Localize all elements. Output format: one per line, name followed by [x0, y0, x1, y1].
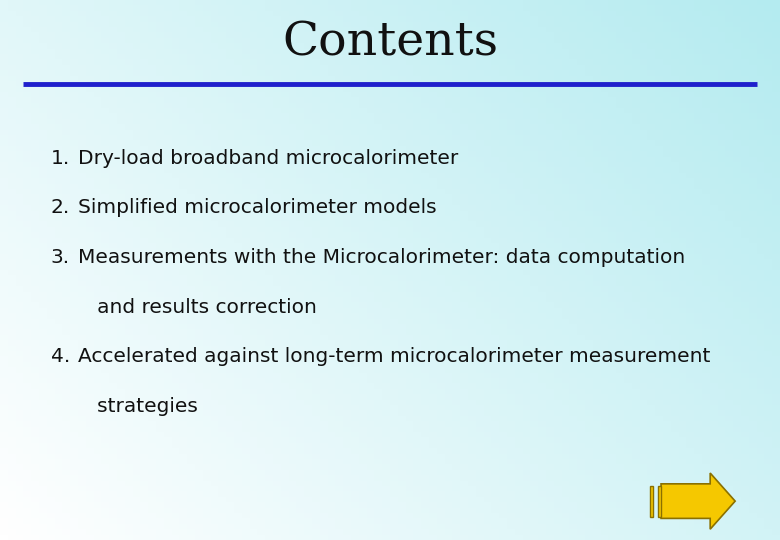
Text: Contents: Contents — [282, 21, 498, 66]
Bar — [651, 485, 654, 517]
Text: Simplified microcalorimeter models: Simplified microcalorimeter models — [78, 198, 437, 217]
Text: strategies: strategies — [78, 397, 198, 416]
Text: Accelerated against long-term microcalorimeter measurement: Accelerated against long-term microcalor… — [78, 347, 711, 366]
Text: Measurements with the Microcalorimeter: data computation: Measurements with the Microcalorimeter: … — [78, 248, 686, 267]
Text: Dry-load broadband microcalorimeter: Dry-load broadband microcalorimeter — [78, 148, 459, 167]
Text: 3.: 3. — [51, 248, 70, 267]
Text: and results correction: and results correction — [78, 298, 317, 316]
Text: 4.: 4. — [51, 347, 70, 366]
Text: 1.: 1. — [51, 148, 70, 167]
Text: 2.: 2. — [51, 198, 70, 217]
Bar — [658, 485, 661, 517]
Polygon shape — [661, 473, 735, 529]
